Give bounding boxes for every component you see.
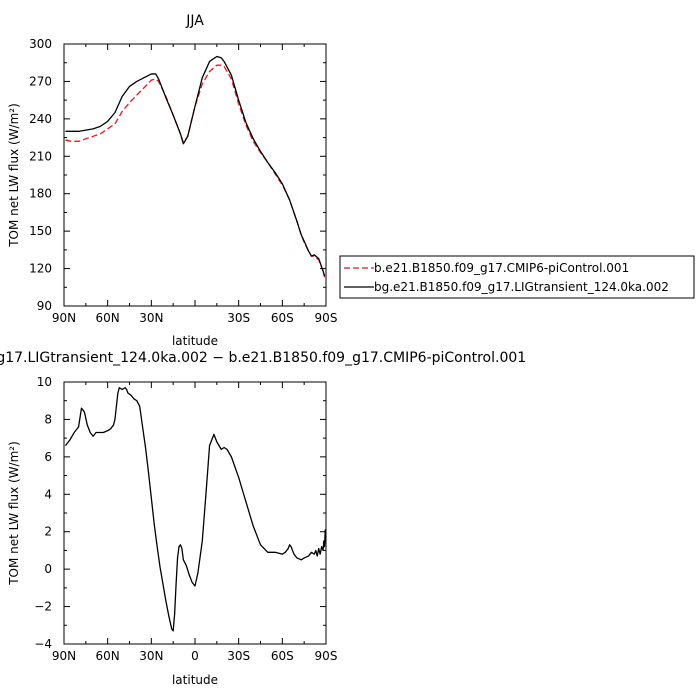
- y-tick-label-bottom: 6: [44, 450, 52, 464]
- legend-box: [339, 255, 695, 299]
- x-tick-label-bottom: 90S: [315, 649, 338, 663]
- y-tick-label-bottom: 10: [37, 375, 52, 389]
- series-line-bottom-0: [64, 386, 327, 632]
- series-group-bottom: [64, 386, 327, 632]
- y-tick-label-top: 120: [29, 262, 52, 276]
- y-tick-label-bottom: 8: [44, 412, 52, 426]
- series-line-top-0: [65, 64, 326, 278]
- y-tick-label-top: 240: [29, 112, 52, 126]
- y-axis-label-bottom: TOM net LW flux (W/m²): [7, 441, 21, 586]
- x-tick-label-top: 60S: [271, 311, 294, 325]
- x-tick-label-bottom: 60S: [271, 649, 294, 663]
- axis-ticks-top: 90N 60N 30N 30S 60S 90S 90 120 150 180 210 240 270 30…: [29, 37, 337, 325]
- y-tick-label-top: 90: [37, 299, 52, 313]
- legend-label-lig: bg.e21.B1850.f09_g17.LIGtransient_124.0k…: [374, 280, 669, 294]
- x-tick-label-bottom: 0: [191, 649, 199, 663]
- x-tick-label-top: 90N: [52, 311, 76, 325]
- y-tick-label-top: 270: [29, 74, 52, 88]
- x-tick-label-bottom: 30N: [139, 649, 163, 663]
- series-line-top-1: [65, 55, 326, 277]
- x-tick-label-top: 30N: [139, 311, 163, 325]
- x-axis-label-bottom: latitude: [172, 673, 218, 687]
- legend: b.e21.B1850.f09_g17.CMIP6-piControl.001 …: [339, 255, 695, 299]
- y-tick-label-top: 150: [29, 224, 52, 238]
- x-tick-label-bottom: 30S: [227, 649, 250, 663]
- y-tick-label-bottom: −4: [34, 637, 52, 651]
- y-tick-label-top: 300: [29, 37, 52, 51]
- x-axis-label-top: latitude: [172, 334, 218, 348]
- y-axis-label-top: TOM net LW flux (W/m²): [7, 103, 21, 248]
- y-tick-label-bottom: 4: [44, 487, 52, 501]
- y-tick-label-top: 180: [29, 187, 52, 201]
- chart-top: JJA latitude TOM net LW flux (W/m²) 90N 6…: [7, 13, 337, 348]
- legend-label-control: b.e21.B1850.f09_g17.CMIP6-piControl.001: [374, 261, 629, 275]
- x-tick-label-top: 30S: [227, 311, 250, 325]
- x-tick-label-top: 90S: [315, 311, 338, 325]
- x-tick-label-bottom: 90N: [52, 649, 76, 663]
- series-group-top: [65, 55, 326, 278]
- y-tick-label-bottom: −2: [34, 600, 52, 614]
- chart-title-top: JJA: [185, 13, 204, 29]
- plot-frame-top: [63, 43, 327, 307]
- y-tick-label-top: 210: [29, 149, 52, 163]
- y-tick-label-bottom: 2: [44, 525, 52, 539]
- chart-title-bottom: bg.e21.B1850.f09_g17.LIGtransient_124.0k…: [0, 350, 526, 366]
- x-tick-label-bottom: 60N: [96, 649, 120, 663]
- chart-bottom: bg.e21.B1850.f09_g17.LIGtransient_124.0k…: [0, 350, 526, 687]
- y-tick-label-bottom: 0: [44, 562, 52, 576]
- plot-frame-bottom: [63, 381, 327, 645]
- axis-ticks-bottom: 90N 60N 30N 0 30S 60S 90S −4 −2 0 2 4 6 8 10: [34, 375, 337, 663]
- x-tick-label-top: 60N: [96, 311, 120, 325]
